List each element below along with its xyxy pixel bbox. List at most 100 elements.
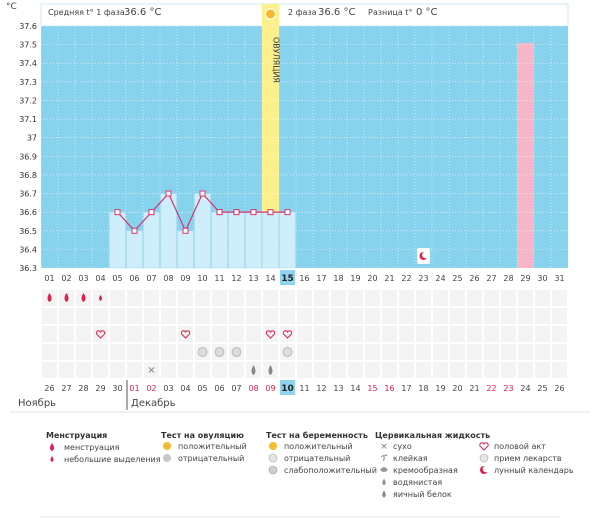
cycle-day-label: 05	[112, 274, 122, 283]
symbol-cell	[331, 308, 346, 324]
symbol-cell	[467, 308, 482, 324]
cycle-day-label: 24	[435, 274, 445, 283]
symbol-cell	[450, 290, 465, 306]
phase1-label: Средняя t° 1 фаза	[48, 8, 125, 17]
temperature-point	[199, 190, 206, 197]
cycle-day-label: 11	[214, 274, 224, 283]
intercourse-heart-icon	[282, 330, 293, 339]
cycle-day-label: 12	[231, 274, 241, 283]
symbol-cell	[127, 290, 142, 306]
temperature-bar	[177, 230, 194, 269]
y-tick-label: 36.6	[19, 208, 37, 217]
calendar-date-label: 09	[265, 384, 275, 393]
pregnancy-weak-icon	[268, 465, 278, 475]
legend-cervical-watery: водянистая	[393, 478, 443, 487]
symbol-cell	[331, 362, 346, 378]
calendar-date-label: 18	[418, 384, 428, 393]
cycle-day-label: 16	[299, 274, 309, 283]
symbol-cell	[246, 326, 261, 342]
symbol-cell	[399, 290, 414, 306]
menstruation-drop-icon	[64, 293, 69, 302]
symbol-cell	[195, 308, 210, 324]
cervical-creamy-legend-icon	[380, 467, 388, 472]
month-december: Декабрь	[131, 398, 176, 409]
symbol-cell	[484, 326, 499, 342]
symbol-cell	[501, 362, 516, 378]
symbol-cell	[178, 290, 193, 306]
symbol-cell	[552, 344, 567, 360]
symbol-cell	[382, 344, 397, 360]
intercourse-heart-icon	[180, 330, 191, 339]
phase2-label: 2 фаза	[288, 8, 317, 17]
highlight-day-column	[517, 43, 534, 268]
symbol-cell	[416, 362, 431, 378]
symbol-cell	[416, 344, 431, 360]
symbol-cell	[297, 308, 312, 324]
menstruation-drop-icon	[47, 293, 52, 302]
cycle-day-label: 06	[129, 274, 139, 283]
symbol-cell	[348, 344, 363, 360]
legend-medication: прием лекарств	[494, 454, 562, 463]
symbol-cell	[59, 344, 74, 360]
y-tick-label: 36.9	[19, 152, 37, 161]
ovulation-vertical-label: ОВУЛЯЦИЯ	[272, 37, 281, 83]
cycle-day-label: 07	[146, 274, 156, 283]
menstruation-legend-icon	[50, 443, 54, 451]
calendar-date-label: 13	[333, 384, 343, 393]
symbol-cell	[93, 326, 108, 342]
calendar-date-label: 30	[112, 384, 122, 393]
symbol-cell	[93, 362, 108, 378]
cycle-day-label: 08	[163, 274, 173, 283]
symbol-cell	[161, 308, 176, 324]
symbol-cell	[314, 326, 329, 342]
symbol-cell	[42, 344, 57, 360]
cycle-day-label: 02	[61, 274, 71, 283]
cervical-dry-icon: ×	[147, 365, 155, 376]
symbol-cell	[348, 326, 363, 342]
symbol-cell	[552, 308, 567, 324]
symbol-cell	[212, 362, 227, 378]
symbol-cell	[552, 326, 567, 342]
calendar-date-label: 02	[146, 384, 156, 393]
calendar-date-label: 25	[537, 384, 547, 393]
legend-cervical-eggwhite: яичный белок	[393, 490, 452, 499]
temperature-point	[165, 190, 172, 197]
symbol-cell	[110, 362, 125, 378]
y-tick-label: 36.5	[19, 227, 37, 236]
menstruation-drop-icon	[81, 293, 86, 302]
symbol-cell	[76, 308, 91, 324]
temperature-bar	[228, 211, 245, 269]
symbol-cell	[212, 326, 227, 342]
symbol-cell	[416, 290, 431, 306]
medication-legend-icon	[479, 453, 489, 463]
cycle-day-label: 22	[401, 274, 411, 283]
symbol-cell	[195, 290, 210, 306]
symbol-cell	[76, 344, 91, 360]
symbol-cell	[433, 290, 448, 306]
intercourse-heart-icon	[265, 330, 276, 339]
temp-unit-label: °C	[6, 2, 17, 12]
cycle-day-label: 18	[333, 274, 343, 283]
symbol-cell	[127, 326, 142, 342]
legend-cervical-dry: сухо	[393, 442, 412, 451]
symbol-cell	[399, 362, 414, 378]
temperature-bar	[211, 211, 228, 269]
symbol-cell	[348, 290, 363, 306]
symbol-cell	[365, 290, 380, 306]
y-tick-label: 37	[27, 134, 37, 143]
symbol-cell	[229, 362, 244, 378]
symbol-cell	[484, 344, 499, 360]
pregnancy-negative-icon	[268, 453, 278, 463]
intercourse-legend-icon	[479, 442, 489, 451]
symbol-cell	[501, 290, 516, 306]
cycle-day-label: 25	[452, 274, 462, 283]
symbol-cell	[331, 290, 346, 306]
y-tick-label: 37.3	[19, 78, 37, 87]
temperature-point	[148, 209, 155, 216]
symbol-cell	[484, 362, 499, 378]
y-tick-label: 36.8	[19, 171, 37, 180]
symbol-cell	[59, 326, 74, 342]
symbol-cell	[535, 308, 550, 324]
lunar-calendar-icon-cut	[422, 251, 429, 259]
